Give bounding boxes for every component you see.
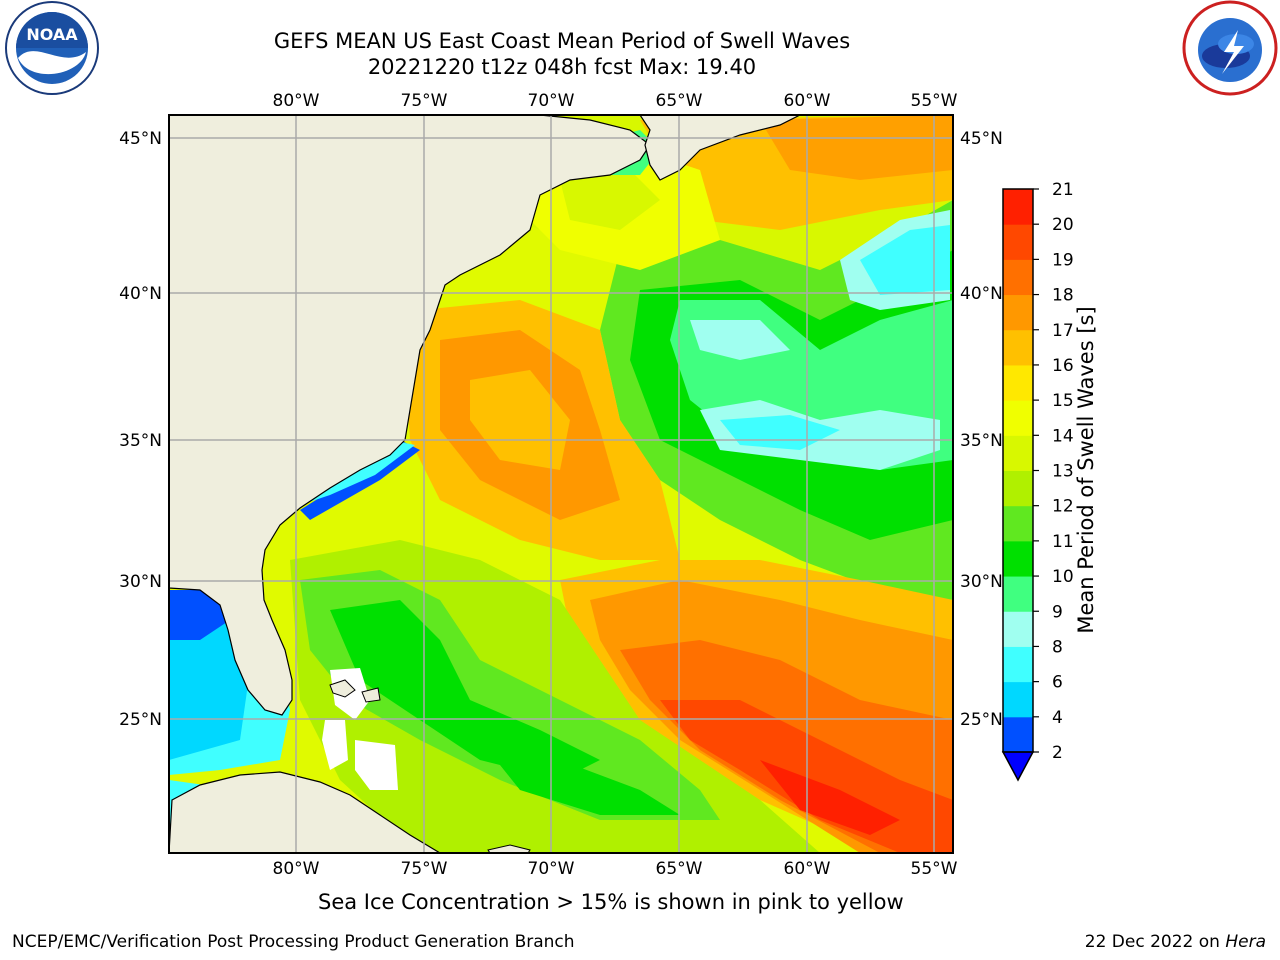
lon-label-bottom: 70°W (528, 859, 575, 879)
colorbar-segment (1003, 259, 1033, 296)
lat-label-right: 25°N (960, 710, 1003, 730)
colorbar-segment (1003, 470, 1033, 507)
lat-label-right: 40°N (960, 284, 1003, 304)
colorbar-tick-label: 4 (1052, 708, 1063, 728)
chart-subtitle: 20221220 t12z 048h fcst Max: 19.40 (367, 55, 757, 79)
lon-labels-bottom: 80°W 75°W 70°W 65°W 60°W 55°W (273, 859, 958, 879)
lat-labels-left: 45°N 40°N 35°N 30°N 25°N (119, 129, 162, 730)
colorbar-tick-label: 14 (1052, 426, 1074, 446)
colorbar-tick-label: 13 (1052, 462, 1074, 482)
graticule (169, 115, 953, 853)
colorbar-tick-label: 20 (1052, 215, 1074, 235)
colorbar-segment (1003, 364, 1033, 401)
colorbar-tick-label: 9 (1052, 602, 1063, 622)
colorbar-segment (1003, 611, 1033, 647)
colorbar-segment (1003, 681, 1033, 718)
colorbar-tick-label: 12 (1052, 497, 1074, 517)
colorbar-segment (1003, 224, 1033, 260)
colorbar-title: Mean Period of Swell Waves [s] (1074, 306, 1098, 634)
lon-label-top: 55°W (911, 91, 958, 111)
map-frame (168, 114, 954, 854)
lon-label-bottom: 75°W (401, 859, 448, 879)
colorbar-segment (1003, 189, 1033, 225)
lon-label-bottom: 60°W (784, 859, 831, 879)
lat-label-left: 35°N (119, 431, 162, 451)
noaa-logo-text: NOAA (26, 25, 78, 44)
colorbar-tick-label: 15 (1052, 391, 1074, 411)
lon-label-top: 80°W (273, 91, 320, 111)
lon-labels-top: 80°W 75°W 70°W 65°W 60°W 55°W (273, 91, 958, 111)
colorbar-tick-label: 17 (1052, 321, 1074, 341)
credit-left: NCEP/EMC/Verification Post Processing Pr… (12, 932, 575, 952)
colorbar-tick-label: 10 (1052, 567, 1074, 587)
lat-label-left: 45°N (119, 129, 162, 149)
lon-label-bottom: 80°W (273, 859, 320, 879)
colorbar-segment (1003, 294, 1033, 331)
colorbar-segment (1003, 329, 1033, 366)
colorbar: 2 4 6 8 9 10 11 12 13 14 15 16 17 18 19 20 21 (1001, 180, 1074, 782)
colorbar-tick-label: 18 (1052, 286, 1074, 306)
colorbar-segment (1003, 400, 1033, 436)
lon-label-bottom: 65°W (656, 859, 703, 879)
colorbar-tick-label: 19 (1052, 250, 1074, 270)
colorbar-extend-arrow (1001, 751, 1035, 782)
colorbar-tick-label: 8 (1052, 637, 1063, 657)
credit-right: 22 Dec 2022 on Hera (1085, 932, 1266, 952)
colorbar-tick-label: 11 (1052, 532, 1074, 552)
lon-label-bottom: 55°W (911, 859, 958, 879)
sea-ice-note-text: Sea Ice Concentration > 15% is shown in … (318, 890, 904, 914)
colorbar-segment (1003, 646, 1033, 683)
colorbar-segment (1003, 576, 1033, 612)
lat-label-left: 40°N (119, 284, 162, 304)
colorbar-tick-label: 21 (1052, 180, 1074, 200)
lon-label-top: 60°W (784, 91, 831, 111)
land-mask (169, 115, 801, 853)
lon-label-top: 70°W (528, 91, 575, 111)
colorbar-segment (1003, 435, 1033, 471)
colorbar-segment (1003, 540, 1033, 577)
colorbar-segment (1003, 505, 1033, 542)
noaa-logo: NOAA (5, 1, 99, 95)
national-weather-service-logo (1182, 0, 1278, 96)
credit-date: 22 Dec 2022 on (1084, 932, 1226, 952)
colorbar-segment (1003, 716, 1033, 753)
chart-title: GEFS MEAN US East Coast Mean Period of S… (273, 29, 851, 53)
colorbar-tick-label: 2 (1052, 743, 1063, 763)
lat-label-right: 45°N (960, 129, 1003, 149)
lat-labels-right: 45°N 40°N 35°N 30°N 25°N (960, 129, 1003, 730)
lon-label-top: 75°W (401, 91, 448, 111)
lat-label-left: 25°N (119, 710, 162, 730)
lon-label-top: 65°W (656, 91, 703, 111)
lat-label-left: 30°N (119, 572, 162, 592)
credit-host: Hera (1225, 932, 1266, 952)
lat-label-right: 30°N (960, 572, 1003, 592)
colorbar-tick-label: 16 (1052, 356, 1074, 376)
lat-label-right: 35°N (960, 431, 1003, 451)
colorbar-tick-label: 6 (1052, 673, 1063, 693)
